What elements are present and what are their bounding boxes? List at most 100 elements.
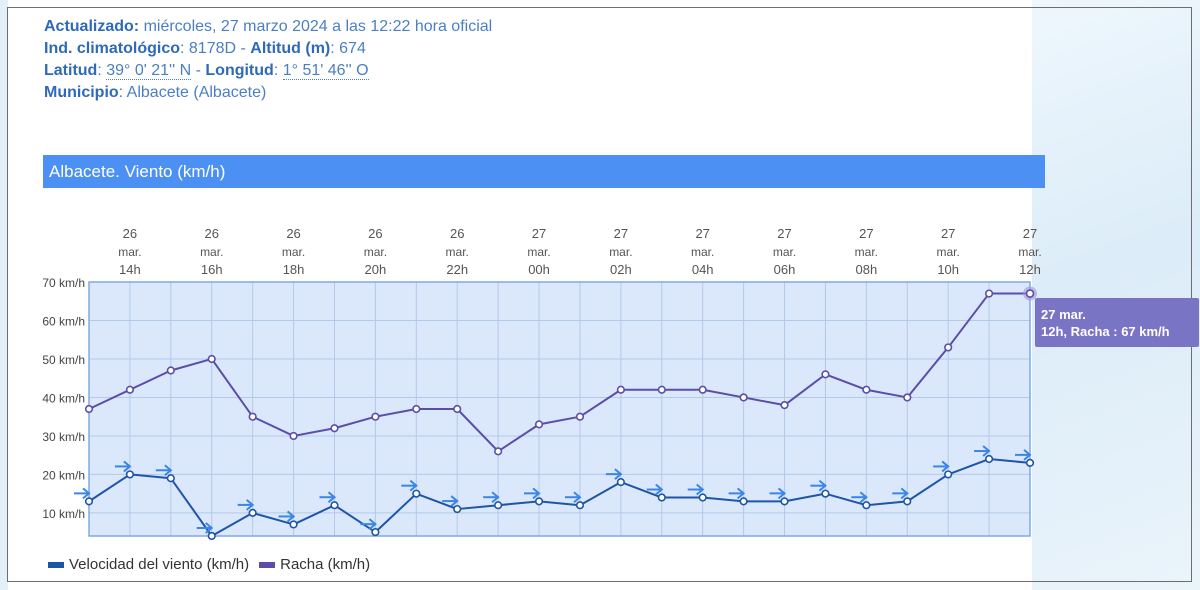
longitude-separator: : <box>273 62 283 79</box>
wind-series-point <box>166 474 175 483</box>
legend-item-wind[interactable]: Velocidad del viento (km/h) <box>48 556 249 573</box>
x-tick-label: mar. <box>609 245 632 259</box>
chart-title: Albacete. Viento (km/h) <box>43 155 1045 188</box>
wind-series-point <box>903 497 912 506</box>
gust-series-point <box>944 343 953 352</box>
coordinate-separator: - <box>191 62 206 79</box>
gust-series-point <box>698 385 707 394</box>
x-tick-label: 08h <box>855 262 877 277</box>
gust-series-point <box>453 404 462 414</box>
x-tick-label: 26 <box>286 226 300 241</box>
wind-series-point <box>534 497 544 506</box>
x-tick-label: 27 <box>695 226 709 241</box>
wind-series-point <box>330 501 339 510</box>
arrow-head <box>941 460 950 473</box>
x-tick-label: mar. <box>446 245 469 259</box>
x-tick-label: 22h <box>446 262 468 277</box>
gust-series-point <box>207 354 216 364</box>
municipio-label: Municipio <box>44 84 119 101</box>
longitude-label: Longitud <box>205 62 274 79</box>
x-tick-label: 27 <box>614 226 628 241</box>
wind-direction-arrow <box>851 491 868 503</box>
tooltip-value: 12h, Racha : 67 km/h <box>1041 324 1170 339</box>
wind-direction-arrow <box>892 487 909 500</box>
gust-series-point <box>248 412 257 421</box>
wind-direction-arrow <box>687 483 705 496</box>
coordinates-line: Latitud: 39° 0' 21'' N - Longitud: 1° 51… <box>44 60 492 82</box>
gust-series-point <box>494 447 503 456</box>
wind-series-line <box>88 458 1031 537</box>
x-tick-label: 02h <box>610 262 632 277</box>
gust-series-point <box>821 370 830 379</box>
wind-series-point <box>1025 458 1035 467</box>
wind-direction-arrow <box>974 445 991 457</box>
arrow-head <box>123 460 132 473</box>
legend-label-wind: Velocidad del viento (km/h) <box>69 556 250 573</box>
x-tick-label: mar. <box>527 245 550 259</box>
wind-series-point <box>698 493 707 502</box>
wind-direction-arrow <box>933 460 950 473</box>
wind-series-point <box>616 478 625 487</box>
x-tick-label: mar. <box>282 245 305 259</box>
arrow-head <box>982 445 991 457</box>
wind-direction-arrow <box>278 510 296 523</box>
wind-direction-arrow <box>237 499 255 511</box>
x-tick-label: 14h <box>119 262 141 277</box>
wind-direction-arrow <box>564 491 582 503</box>
gust-series-point <box>575 412 585 421</box>
legend-item-gust[interactable]: Racha (km/h) <box>259 556 370 573</box>
gust-series-point <box>903 393 912 402</box>
x-tick-label: mar. <box>118 245 141 259</box>
x-tick-label: mar. <box>200 245 223 259</box>
legend-label-gust: Racha (km/h) <box>280 556 371 573</box>
station-label: Ind. climatológico <box>44 40 181 57</box>
latitude-label: Latitud <box>44 62 98 79</box>
gust-series-point <box>616 385 625 394</box>
arrow-head <box>286 510 296 523</box>
arrow-head <box>205 522 214 534</box>
x-tick-label: 06h <box>774 262 796 277</box>
wind-direction-arrow <box>810 479 827 492</box>
x-tick-label: 20h <box>365 262 387 277</box>
plot-area <box>89 282 1030 536</box>
wind-direction-arrow <box>319 491 337 503</box>
arrow-head <box>327 491 337 503</box>
gust-series-point <box>984 289 994 298</box>
arrow-head <box>491 491 500 503</box>
arrow-head <box>900 487 909 500</box>
arrow-head <box>736 487 746 500</box>
gust-series-point <box>780 401 789 410</box>
arrow-head <box>859 491 868 503</box>
arrow-head <box>1023 449 1032 461</box>
updated-line: Actualizado: miércoles, 27 marzo 2024 a … <box>44 16 492 38</box>
wind-direction-arrow <box>605 468 623 480</box>
wind-series-point <box>207 531 216 541</box>
wind-direction-arrow <box>524 487 541 500</box>
chart-legend: Velocidad del viento (km/h) Racha (km/h) <box>48 556 380 573</box>
arrow-head <box>450 495 459 507</box>
longitude-value[interactable]: 1° 51' 46'' O <box>282 62 369 80</box>
gust-series-point <box>657 385 666 394</box>
legend-swatch-gust <box>259 561 276 568</box>
altitude-value: : 674 <box>330 40 366 57</box>
chart-tooltip: 27 mar. 12h, Racha : 67 km/h <box>1035 298 1199 347</box>
arrow-head <box>368 518 377 530</box>
municipio-line: Municipio: Albacete (Albacete) <box>44 82 492 104</box>
gust-series-point <box>412 404 421 414</box>
latitude-value[interactable]: 39° 0' 21'' N <box>106 62 192 80</box>
wind-direction-arrow <box>483 491 500 503</box>
arrow-head <box>532 487 541 500</box>
wind-direction-arrow <box>114 460 132 473</box>
arrow-head <box>409 479 418 492</box>
station-metadata: Actualizado: miércoles, 27 marzo 2024 a … <box>44 16 492 104</box>
updated-label: Actualizado: <box>44 18 140 35</box>
arrow-head <box>164 464 173 477</box>
gust-series-point <box>84 404 94 414</box>
arrow-head <box>777 487 787 500</box>
x-tick-label: 27 <box>777 226 791 241</box>
wind-series-point <box>248 508 257 518</box>
wind-series-point <box>944 470 953 479</box>
wind-direction-arrow <box>769 487 787 500</box>
wind-series-point <box>984 454 994 464</box>
x-tick-label: 26 <box>450 226 464 241</box>
